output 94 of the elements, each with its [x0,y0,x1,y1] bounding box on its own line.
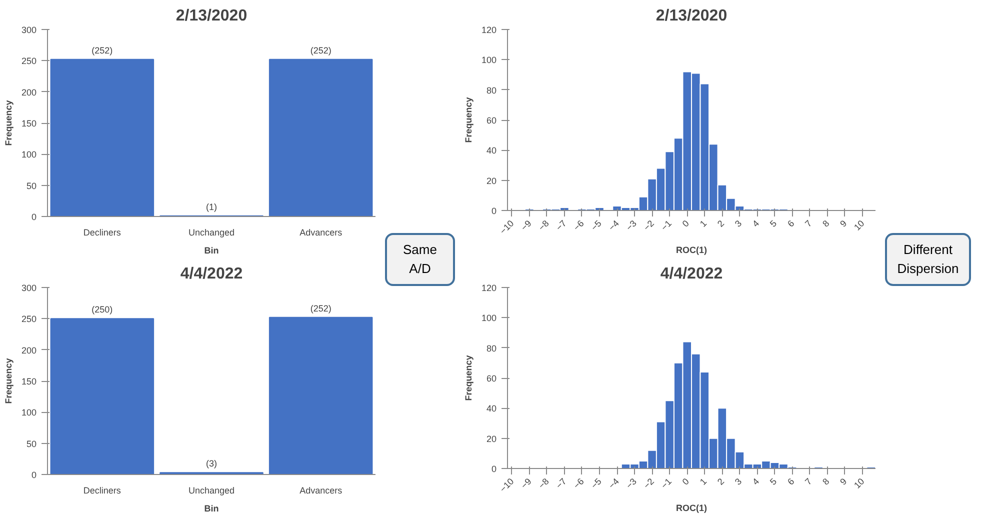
y-tick-label: 80 [486,85,497,96]
y-tick-label: 40 [486,404,497,414]
chart-title: 2/13/2020 [176,8,248,24]
x-tick-label: Unchanged [188,228,235,238]
y-tick-label: 150 [21,118,37,128]
y-tick-label: 100 [481,55,497,66]
data-label: (1) [206,202,218,212]
y-tick-label: 250 [21,56,37,66]
x-tick-label: 6 [786,218,796,229]
y-tick-label: 20 [486,176,497,186]
x-tick-label: −1 [659,476,674,491]
x-tick-label: 4 [750,476,762,487]
x-tick-label: −7 [554,476,568,491]
y-tick-label: 40 [486,146,497,156]
y-tick-label: 300 [21,25,37,35]
x-tick-label: −3 [624,476,638,491]
y-tick-label: 200 [21,345,37,356]
y-tick-label: 100 [21,150,37,160]
x-tick-label: 5 [768,476,779,487]
x-tick-label: 0 [680,476,692,487]
y-axis-title: Frequency [3,358,14,404]
x-tick-label: 7 [803,476,814,487]
y-tick-label: 50 [26,438,37,449]
x-tick-label: 0 [680,218,692,229]
x-tick-label: −9 [518,218,534,233]
data-label: (3) [206,458,218,469]
chart-title: 4/4/2022 [180,266,243,282]
data-label: (252) [310,303,332,314]
x-tick-label: −5 [589,218,604,233]
y-tick-label: 120 [481,283,497,293]
y-axis-title: Frequency [3,100,14,146]
x-tick-label: 7 [803,218,814,229]
x-axis-title: Bin [204,504,219,514]
x-tick-label: −10 [498,218,516,236]
x-tick-label: −1 [659,218,674,233]
y-tick-label: 120 [481,25,497,35]
y-tick-label: 60 [486,374,497,384]
y-tick-label: 300 [21,283,37,293]
x-tick-label: 8 [820,476,832,487]
x-tick-label: Decliners [83,486,122,496]
x-tick-label: −4 [606,218,621,233]
x-tick-label: 8 [820,218,832,229]
x-tick-label: −9 [518,476,534,491]
x-tick-label: −6 [572,218,586,233]
x-tick-label: Decliners [83,228,122,238]
y-tick-label: 100 [21,408,37,418]
y-tick-label: 250 [21,314,37,324]
x-tick-label: −2 [642,476,656,491]
x-tick-label: Advancers [300,228,343,238]
x-tick-label: −3 [624,218,638,233]
x-axis-title: ROC(1) [676,245,707,256]
x-tick-label: 10 [852,218,866,232]
x-tick-label: 9 [838,218,849,229]
y-tick-label: 80 [486,343,497,354]
x-tick-label: −4 [606,476,621,491]
x-tick-label: 3 [732,218,744,229]
chart-title: 2/13/2020 [656,8,728,24]
x-tick-label: −10 [498,476,516,494]
y-axis-title: Frequency [463,355,474,401]
y-tick-label: 150 [21,376,37,386]
x-axis-title: Bin [204,246,219,256]
x-tick-label: −7 [554,218,568,233]
y-tick-label: 0 [491,464,497,474]
x-axis-title: ROC(1) [676,503,707,514]
x-tick-label: Advancers [300,486,343,496]
x-tick-label: 2 [715,476,726,487]
y-tick-label: 20 [486,434,497,444]
data-label: (252) [310,45,332,56]
x-tick-label: −6 [572,476,586,491]
x-tick-label: −2 [642,218,656,233]
data-label: (250) [92,304,113,315]
x-tick-label: 5 [768,218,779,229]
y-tick-label: 0 [491,206,497,216]
x-tick-label: −8 [536,218,551,233]
y-axis-title: Frequency [463,97,474,143]
y-tick-label: 50 [26,180,37,191]
x-tick-label: 9 [838,476,849,487]
y-tick-label: 200 [21,87,37,98]
x-tick-label: 10 [852,476,866,490]
y-tick-label: 60 [486,116,497,126]
x-tick-label: 1 [698,218,709,229]
data-label: (252) [92,45,113,56]
x-tick-label: 3 [732,476,744,487]
x-tick-label: 2 [715,218,726,229]
x-tick-label: 4 [750,218,762,229]
x-tick-label: −8 [536,476,551,491]
y-tick-label: 100 [481,313,497,324]
x-tick-label: Unchanged [188,486,235,496]
chart-title: 4/4/2022 [660,266,723,282]
text: Same A/D [402,241,438,278]
x-tick-label: 6 [786,476,796,487]
x-tick-label: −5 [589,476,604,491]
text: Different Dispersion [896,241,960,278]
x-tick-label: 1 [698,476,709,487]
